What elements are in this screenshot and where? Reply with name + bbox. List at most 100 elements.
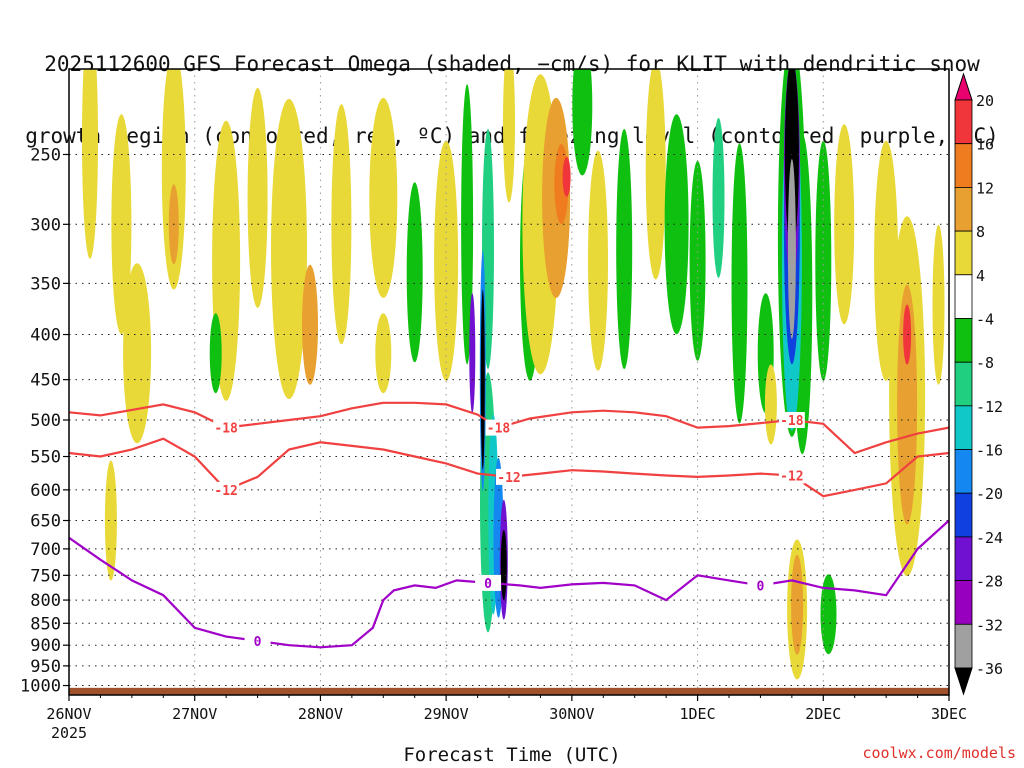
y-tick-label: 700 bbox=[30, 540, 61, 560]
grid-lines bbox=[69, 69, 949, 695]
colorbar-label: -16 bbox=[976, 442, 1003, 460]
omega-blob bbox=[616, 129, 633, 369]
contour-label: -12 bbox=[780, 470, 803, 485]
omega-blob bbox=[104, 460, 117, 581]
y-tick-label: 750 bbox=[30, 566, 61, 586]
x-tick-label: 26NOV bbox=[46, 705, 91, 723]
omega-blob bbox=[82, 69, 98, 259]
contour-freezing_0 bbox=[69, 519, 949, 649]
x-tick-label: 27NOV bbox=[172, 705, 217, 723]
colorbar-label: -20 bbox=[976, 485, 1003, 503]
contour-label: 0 bbox=[254, 635, 262, 650]
y-tick-label: 550 bbox=[30, 448, 61, 468]
omega-blob bbox=[689, 160, 706, 361]
omega-blob bbox=[503, 69, 515, 203]
y-tick-label: 950 bbox=[30, 657, 61, 677]
y-tick-label: 500 bbox=[30, 411, 61, 431]
contour-label: -18 bbox=[214, 422, 238, 437]
omega-blob bbox=[434, 140, 459, 381]
omega-core bbox=[469, 293, 476, 414]
colorbar-label: -28 bbox=[976, 573, 1003, 591]
contour-label: 0 bbox=[484, 577, 492, 592]
colorbar-swatch bbox=[954, 186, 973, 232]
omega-core bbox=[787, 159, 796, 339]
contour-label: -12 bbox=[214, 484, 237, 499]
y-axis: 2503003504004505005506006507007508008509… bbox=[20, 145, 69, 697]
colorbar-swatch bbox=[954, 143, 973, 188]
contour-label: -18 bbox=[780, 414, 804, 429]
colorbar-swatch bbox=[954, 274, 973, 319]
contour-label-bg bbox=[496, 468, 522, 485]
omega-blob bbox=[209, 313, 222, 394]
omega-blob bbox=[406, 182, 423, 363]
y-tick-label: 450 bbox=[30, 371, 61, 391]
colorbar-label: -4 bbox=[976, 311, 994, 329]
colorbar-label: 12 bbox=[976, 179, 994, 197]
y-tick-label: 350 bbox=[30, 274, 61, 294]
y-tick-label: 250 bbox=[30, 145, 61, 165]
omega-blob bbox=[834, 124, 855, 325]
colorbar-swatch bbox=[954, 318, 973, 363]
y-tick-label: 800 bbox=[30, 591, 61, 611]
y-tick-label: 850 bbox=[30, 614, 61, 634]
omega-blob bbox=[302, 264, 318, 385]
colorbar-label: 4 bbox=[976, 267, 985, 285]
contour-label-bg bbox=[213, 481, 240, 498]
surface-ground bbox=[69, 687, 949, 695]
omega-blob bbox=[588, 150, 608, 371]
omega-blob bbox=[161, 69, 186, 290]
contour-label-bg bbox=[778, 467, 805, 484]
contour-dgz_minus12 bbox=[69, 437, 949, 498]
credit-text: coolwx.com/models bbox=[862, 744, 1016, 762]
colorbar-bottom-arrow bbox=[954, 667, 973, 696]
x-tick-label: 2DEC bbox=[805, 705, 841, 723]
colorbar-swatch bbox=[954, 580, 973, 625]
y-tick-label: 1000 bbox=[20, 677, 61, 697]
omega-blob bbox=[562, 156, 571, 197]
x-tick-label: 30NOV bbox=[549, 705, 594, 723]
y-tick-label: 600 bbox=[30, 481, 61, 501]
colorbar-label: -32 bbox=[976, 616, 1003, 634]
colorbar-label: -8 bbox=[976, 354, 994, 372]
x-year-label: 2025 bbox=[51, 724, 87, 742]
chart-title-line1: 2025112600 GFS Forecast Omega (shaded, −… bbox=[44, 52, 980, 76]
omega-blob bbox=[645, 69, 666, 280]
x-tick-label: 3DEC bbox=[931, 705, 967, 723]
colorbar-swatch bbox=[954, 536, 973, 582]
x-axis-label: Forecast Time (UTC) bbox=[403, 744, 621, 766]
omega-blob bbox=[369, 97, 398, 298]
omega-blob bbox=[247, 87, 268, 308]
contour-label: 0 bbox=[757, 579, 765, 594]
omega-shading bbox=[82, 69, 945, 680]
omega-blob bbox=[932, 224, 945, 385]
contour-lines: -18 -18 -18 -12 -12 -12 0 0 0 bbox=[69, 401, 949, 650]
colorbar-swatch bbox=[954, 405, 973, 450]
omega-blob bbox=[664, 114, 689, 335]
contour-label-bg bbox=[747, 577, 774, 594]
omega-blob bbox=[820, 574, 837, 655]
x-tick-label: 28NOV bbox=[298, 705, 343, 723]
omega-blob bbox=[791, 554, 804, 655]
contour-label-bg bbox=[475, 574, 502, 591]
omega-blob bbox=[123, 263, 152, 444]
contour-label-bg bbox=[778, 412, 805, 429]
x-tick-label: 1DEC bbox=[680, 705, 716, 723]
colorbar-swatch bbox=[954, 230, 973, 276]
omega-blob bbox=[903, 304, 912, 365]
contour-label-bg bbox=[485, 419, 512, 436]
omega-core bbox=[480, 289, 485, 470]
omega-blob bbox=[375, 313, 392, 394]
colorbar-label: -36 bbox=[976, 660, 1003, 678]
colorbar-swatch bbox=[954, 361, 973, 407]
omega-blob bbox=[461, 84, 474, 365]
omega-blob bbox=[271, 99, 307, 399]
omega-blob bbox=[815, 140, 832, 381]
y-tick-label: 900 bbox=[30, 636, 61, 656]
colorbar-label: 8 bbox=[976, 223, 985, 241]
omega-blob bbox=[712, 117, 725, 278]
y-tick-label: 400 bbox=[30, 326, 61, 346]
y-tick-label: 650 bbox=[30, 512, 61, 532]
x-axis: 26NOV 27NOV 28NOV 29NOV 30NOV 1DEC 2DEC 3DEC 202… bbox=[46, 695, 967, 742]
contour-label-bg bbox=[213, 419, 240, 436]
colorbar-top-arrow bbox=[954, 72, 973, 101]
